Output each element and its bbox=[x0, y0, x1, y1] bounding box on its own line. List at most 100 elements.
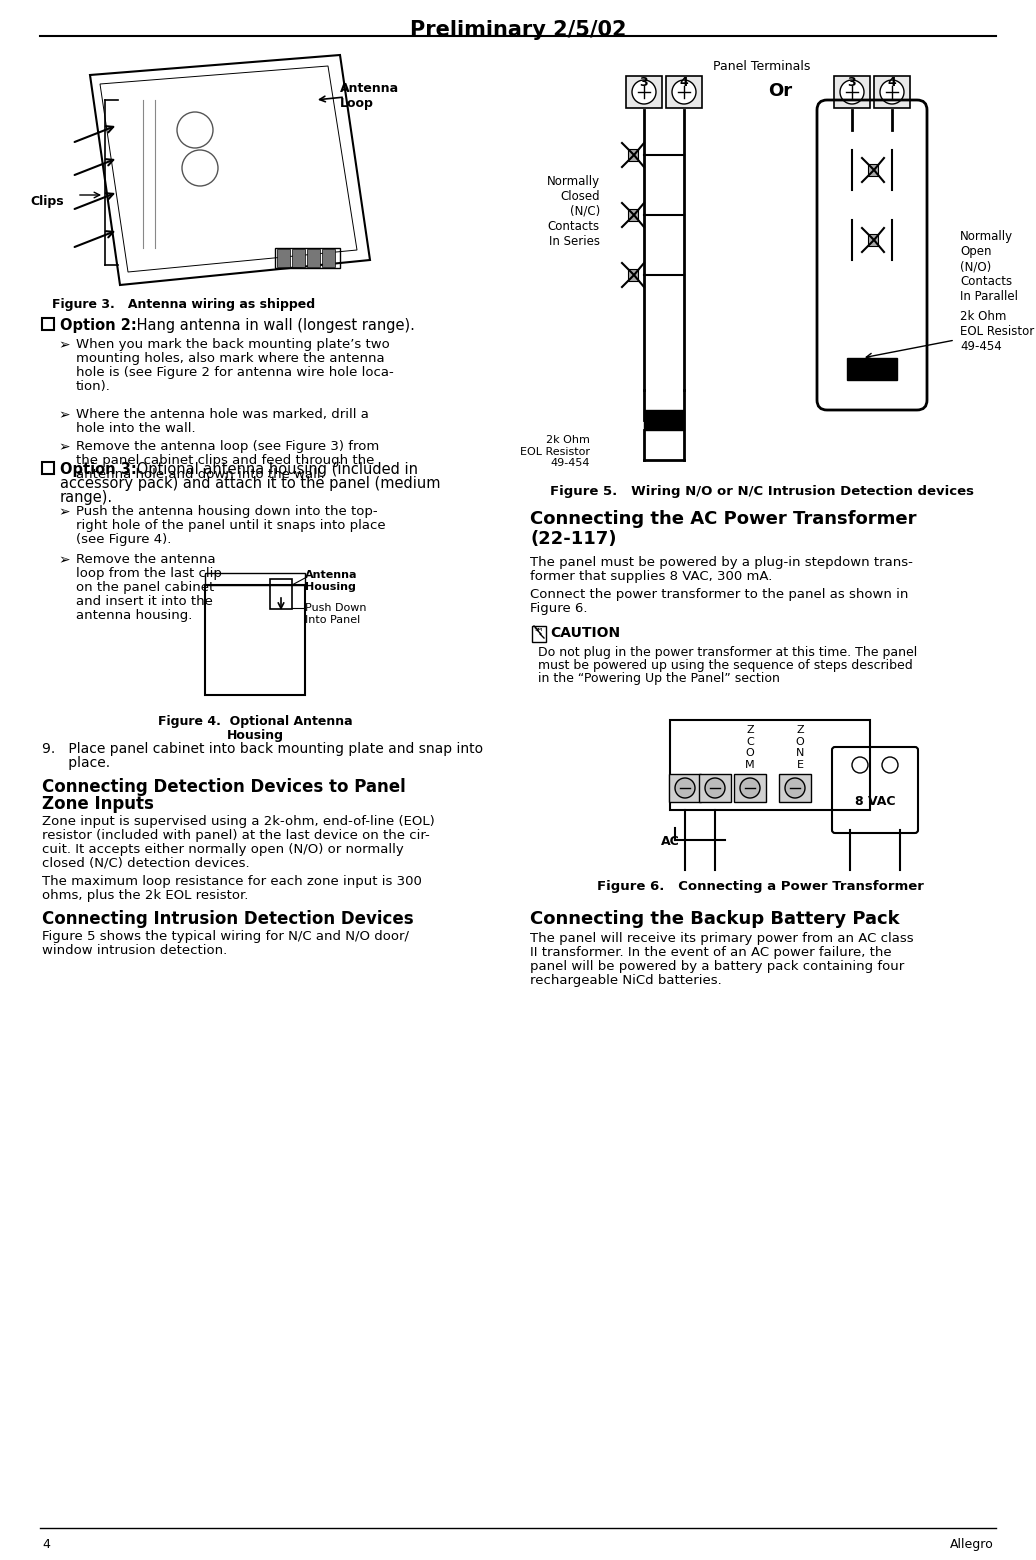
Bar bbox=[628, 209, 638, 222]
Text: Do not plug in the power transformer at this time. The panel: Do not plug in the power transformer at … bbox=[538, 646, 917, 658]
Text: Allegro: Allegro bbox=[950, 1538, 994, 1551]
Text: Or: Or bbox=[768, 83, 793, 100]
Text: rechargeable NiCd batteries.: rechargeable NiCd batteries. bbox=[530, 973, 722, 987]
Text: must be powered up using the sequence of steps described: must be powered up using the sequence of… bbox=[538, 658, 913, 672]
Text: Clips: Clips bbox=[30, 195, 63, 207]
Bar bbox=[874, 76, 910, 108]
Text: Preliminary 2/5/02: Preliminary 2/5/02 bbox=[410, 20, 626, 41]
Text: Antenna
Housing: Antenna Housing bbox=[305, 569, 357, 591]
Text: II transformer. In the event of an AC power failure, the: II transformer. In the event of an AC po… bbox=[530, 945, 892, 959]
Text: 2k Ohm
EOL Resistor
49-454: 2k Ohm EOL Resistor 49-454 bbox=[960, 310, 1034, 353]
Circle shape bbox=[675, 778, 695, 799]
Text: ➢: ➢ bbox=[58, 440, 69, 454]
Text: Z
C
O
M: Z C O M bbox=[745, 725, 755, 769]
Text: ➢: ➢ bbox=[58, 339, 69, 353]
Bar bbox=[628, 150, 638, 161]
Text: range).: range). bbox=[60, 490, 113, 505]
Text: The panel must be powered by a plug-in stepdown trans-: The panel must be powered by a plug-in s… bbox=[530, 555, 913, 569]
Bar bbox=[270, 579, 292, 608]
Circle shape bbox=[632, 80, 656, 105]
Text: window intrusion detection.: window intrusion detection. bbox=[42, 944, 227, 956]
Bar bbox=[666, 76, 702, 108]
Text: Figure 6.: Figure 6. bbox=[530, 602, 587, 615]
Bar bbox=[533, 626, 546, 643]
Bar bbox=[205, 585, 305, 696]
Bar bbox=[628, 268, 638, 281]
Bar bbox=[205, 573, 305, 585]
Text: antenna housing.: antenna housing. bbox=[76, 608, 193, 622]
Text: Zone Inputs: Zone Inputs bbox=[42, 796, 154, 813]
Text: the panel cabinet clips and feed through the: the panel cabinet clips and feed through… bbox=[76, 454, 374, 466]
Text: Normally
Closed
(N/C)
Contacts
In Series: Normally Closed (N/C) Contacts In Series bbox=[547, 175, 600, 248]
Bar bbox=[669, 774, 701, 802]
Text: 3: 3 bbox=[847, 76, 857, 89]
Bar bbox=[277, 250, 290, 267]
Text: ➢: ➢ bbox=[58, 409, 69, 423]
Text: 4: 4 bbox=[42, 1538, 50, 1551]
Bar bbox=[275, 248, 340, 268]
Bar bbox=[779, 774, 811, 802]
Text: Connect the power transformer to the panel as shown in: Connect the power transformer to the pan… bbox=[530, 588, 909, 601]
Text: (see Figure 4).: (see Figure 4). bbox=[76, 534, 171, 546]
Bar bbox=[292, 250, 305, 267]
Bar bbox=[42, 462, 54, 474]
Bar bbox=[699, 774, 731, 802]
Text: Remove the antenna loop (see Figure 3) from: Remove the antenna loop (see Figure 3) f… bbox=[76, 440, 379, 452]
Text: Connecting Detection Devices to Panel: Connecting Detection Devices to Panel bbox=[42, 778, 406, 796]
Text: ➢: ➢ bbox=[58, 552, 69, 566]
Bar bbox=[834, 76, 870, 108]
Text: place.: place. bbox=[42, 757, 110, 771]
Text: Zone input is supervised using a 2k-ohm, end-of-line (EOL): Zone input is supervised using a 2k-ohm,… bbox=[42, 814, 435, 828]
Bar bbox=[626, 76, 662, 108]
Bar bbox=[868, 234, 877, 246]
Text: hole is (see Figure 2 for antenna wire hole loca-: hole is (see Figure 2 for antenna wire h… bbox=[76, 367, 394, 379]
Circle shape bbox=[840, 80, 864, 105]
Text: The panel will receive its primary power from an AC class: The panel will receive its primary power… bbox=[530, 931, 914, 945]
Text: Figure 4.  Optional Antenna: Figure 4. Optional Antenna bbox=[157, 714, 352, 729]
Text: right hole of the panel until it snaps into place: right hole of the panel until it snaps i… bbox=[76, 519, 385, 532]
Text: Antenna
Loop: Antenna Loop bbox=[340, 83, 399, 111]
Bar bbox=[868, 164, 877, 176]
Circle shape bbox=[740, 778, 760, 799]
Text: 4: 4 bbox=[680, 76, 688, 89]
Text: Normally
Open
(N/O)
Contacts
In Parallel: Normally Open (N/O) Contacts In Parallel bbox=[960, 229, 1018, 303]
Text: 8 VAC: 8 VAC bbox=[855, 796, 895, 808]
Circle shape bbox=[785, 778, 805, 799]
Text: AC: AC bbox=[661, 835, 680, 849]
Text: Figure 5 shows the typical wiring for N/C and N/O door/: Figure 5 shows the typical wiring for N/… bbox=[42, 930, 409, 942]
Text: Panel Terminals: Panel Terminals bbox=[714, 59, 811, 73]
Text: panel will be powered by a battery pack containing four: panel will be powered by a battery pack … bbox=[530, 959, 904, 973]
Text: in the “Powering Up the Panel” section: in the “Powering Up the Panel” section bbox=[538, 672, 780, 685]
Circle shape bbox=[706, 778, 725, 799]
Text: closed (N/C) detection devices.: closed (N/C) detection devices. bbox=[42, 856, 250, 870]
Text: hole into the wall.: hole into the wall. bbox=[76, 423, 196, 435]
Text: 2k Ohm
EOL Resistor
49-454: 2k Ohm EOL Resistor 49-454 bbox=[520, 435, 589, 468]
Text: ➢: ➢ bbox=[58, 505, 69, 519]
Text: loop from the last clip: loop from the last clip bbox=[76, 566, 222, 580]
Text: 3: 3 bbox=[639, 76, 649, 89]
Bar bbox=[307, 250, 320, 267]
Bar bbox=[847, 357, 897, 381]
Text: Option 2:: Option 2: bbox=[60, 318, 137, 332]
Text: antenna hole and down into the wall.: antenna hole and down into the wall. bbox=[76, 468, 324, 480]
Bar bbox=[670, 721, 870, 810]
Text: Figure 3.   Antenna wiring as shipped: Figure 3. Antenna wiring as shipped bbox=[52, 298, 315, 310]
Circle shape bbox=[880, 80, 904, 105]
Text: cuit. It accepts either normally open (N/O) or normally: cuit. It accepts either normally open (N… bbox=[42, 842, 404, 856]
Bar bbox=[322, 250, 335, 267]
Text: Connecting the AC Power Transformer: Connecting the AC Power Transformer bbox=[530, 510, 917, 527]
Text: Connecting Intrusion Detection Devices: Connecting Intrusion Detection Devices bbox=[42, 909, 413, 928]
Text: Connecting the Backup Battery Pack: Connecting the Backup Battery Pack bbox=[530, 909, 899, 928]
Text: former that supplies 8 VAC, 300 mA.: former that supplies 8 VAC, 300 mA. bbox=[530, 569, 773, 583]
Text: Z
O
N
E: Z O N E bbox=[796, 725, 804, 769]
Bar bbox=[733, 774, 766, 802]
Text: and insert it into the: and insert it into the bbox=[76, 594, 212, 608]
Text: Push the antenna housing down into the top-: Push the antenna housing down into the t… bbox=[76, 505, 378, 518]
Text: Figure 5.   Wiring N/O or N/C Intrusion Detection devices: Figure 5. Wiring N/O or N/C Intrusion De… bbox=[550, 485, 974, 498]
Text: Option 3:: Option 3: bbox=[60, 462, 137, 477]
Text: Housing: Housing bbox=[227, 729, 284, 743]
Text: ohms, plus the 2k EOL resistor.: ohms, plus the 2k EOL resistor. bbox=[42, 889, 249, 902]
Text: Optional antenna housing (included in: Optional antenna housing (included in bbox=[132, 462, 418, 477]
Text: Figure 6.   Connecting a Power Transformer: Figure 6. Connecting a Power Transformer bbox=[597, 880, 923, 892]
Text: 4: 4 bbox=[888, 76, 896, 89]
